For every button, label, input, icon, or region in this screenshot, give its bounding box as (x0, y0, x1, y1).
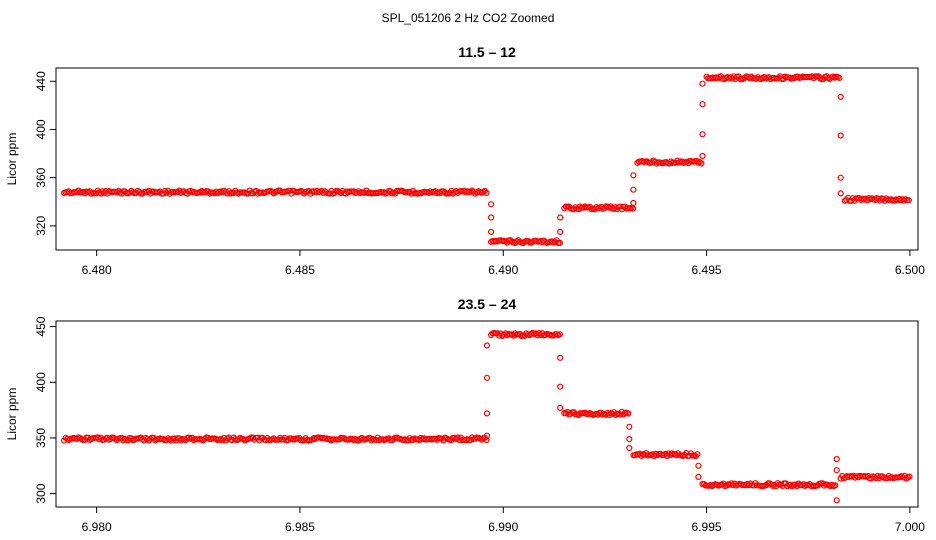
panel-2-data-point (626, 423, 633, 430)
panel-1-points (60, 73, 912, 247)
figure-title: SPL_051206 2 Hz CO2 Zoomed (382, 11, 555, 25)
panel-1-data-point (629, 205, 637, 212)
panel-1-data-point (837, 93, 844, 101)
panel-2-x-tick-label: 6.995 (692, 520, 722, 534)
panel-1-data-point (488, 214, 495, 221)
panel-1-data-point (693, 157, 700, 164)
panel-2-data-point (774, 480, 781, 487)
panel-1-y-tick-label: 440 (34, 71, 48, 91)
panel-2-data-point (626, 444, 633, 452)
panel-2-data-point (832, 482, 839, 489)
panel-1-data-point (488, 228, 495, 235)
panel-2-y-tick-label: 400 (34, 372, 48, 392)
panel-1-y-axis: 320 360 400 440 (34, 71, 56, 236)
panel-1-data-point (836, 74, 843, 82)
panel-2-data-point (557, 354, 564, 361)
panel-1-data-point (699, 101, 706, 108)
panel-2-points (60, 329, 913, 504)
panel-1-data-point (557, 228, 564, 235)
panel-2-data-point (728, 480, 735, 487)
panel-1-data-point (699, 131, 706, 138)
panel-2-x-tick-label: 6.990 (488, 520, 518, 534)
panel-2-data-point (833, 467, 840, 474)
panel-1-x-tick-label: 6.485 (285, 263, 315, 277)
panel-1-y-tick-label: 320 (34, 216, 48, 236)
panel-1-data-point (698, 160, 705, 167)
panel-1-data-point (557, 214, 564, 221)
panel-2-y-tick-label: 350 (34, 428, 48, 448)
panel-2-data-point (695, 473, 702, 480)
panel-2-data-point (638, 452, 645, 459)
panel-2-data-point (557, 383, 564, 390)
panel-1-title: 11.5 – 12 (458, 44, 516, 60)
panel-1-data-point (725, 75, 733, 82)
panel-2-data-point (906, 473, 913, 480)
panel-1-x-tick-label: 6.495 (692, 263, 722, 277)
panel-2-data-point (723, 482, 730, 489)
panel-1-data-point (630, 186, 637, 193)
panel-1-x-axis: 6.480 6.485 6.490 6.495 6.500 (82, 250, 925, 277)
panel-1: 11.5 – 12 Licor ppm 6.480 6.485 6.490 6.495… (5, 44, 925, 277)
panel-1-data-point (699, 152, 706, 160)
panel-1-data-point (748, 73, 755, 80)
panel-2-ylabel: Licor ppm (5, 388, 19, 441)
panel-1-data-point (837, 132, 844, 139)
panel-2-y-tick-label: 300 (34, 483, 48, 503)
panel-1-y-tick-label: 360 (34, 167, 48, 187)
panel-2-x-axis: 6.980 6.985 6.990 6.995 7.000 (82, 507, 925, 534)
panel-2-title: 23.5 – 24 (458, 296, 517, 312)
panel-2: 23.5 – 24 Licor ppm 6.980 6.985 6.990 6.995… (5, 296, 925, 534)
panel-2-data-point (483, 374, 491, 381)
panel-2-x-tick-label: 7.000 (895, 520, 925, 534)
panel-2-data-point (483, 432, 491, 439)
panel-1-data-point (630, 172, 637, 179)
panel-2-data-point (483, 410, 491, 417)
panel-1-data-point (483, 189, 490, 196)
panel-2-x-tick-label: 6.980 (82, 520, 112, 534)
panel-1-data-point (488, 201, 495, 208)
panel-2-data-point (625, 410, 632, 417)
panel-2-y-axis: 300 350 400 450 (34, 316, 56, 504)
panel-1-data-point (837, 174, 844, 181)
panel-2-x-tick-label: 6.985 (285, 520, 315, 534)
panel-1-data-point (837, 190, 844, 197)
panel-1-x-tick-label: 6.500 (895, 263, 925, 277)
panel-2-data-point (556, 331, 564, 338)
panel-1-x-tick-label: 6.490 (488, 263, 518, 277)
panel-1-data-point (905, 197, 912, 204)
panel-2-data-point (694, 451, 701, 458)
panel-1-data-point (556, 239, 564, 246)
panel-2-frame (55, 320, 919, 508)
panel-1-data-point (699, 80, 706, 87)
panel-2-data-point (833, 497, 840, 504)
panel-1-data-point (630, 199, 637, 207)
panel-2-data-point (483, 342, 491, 349)
panel-1-data-point (99, 188, 106, 195)
panel-1-frame (55, 67, 919, 251)
panel-1-y-tick-label: 400 (34, 119, 48, 139)
panel-2-data-point (557, 404, 564, 411)
panel-2-data-point (695, 462, 702, 469)
panel-1-x-tick-label: 6.480 (82, 263, 112, 277)
panel-2-data-point (626, 436, 633, 443)
panel-1-data-point (696, 159, 703, 166)
panel-1-ylabel: Licor ppm (5, 133, 19, 186)
panel-2-data-point (833, 456, 840, 463)
panel-2-y-tick-label: 450 (34, 316, 48, 336)
